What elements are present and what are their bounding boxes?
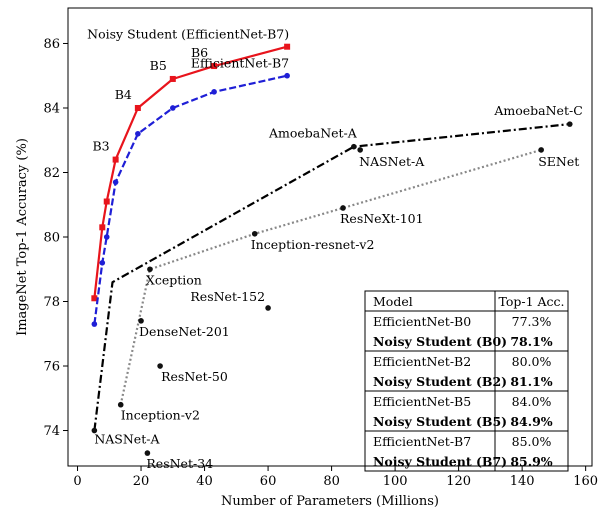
table-header-accuracy: Top-1 Acc. bbox=[498, 294, 564, 309]
y-tick-label: 82 bbox=[43, 166, 60, 181]
series-0-marker bbox=[169, 75, 176, 82]
table-cell-accuracy: 77.3% bbox=[512, 314, 552, 329]
model-point-label: ResNet-34 bbox=[146, 456, 213, 471]
b-variant-label: B5 bbox=[150, 58, 167, 73]
table-cell-model: EfficientNet-B5 bbox=[373, 394, 471, 409]
x-tick-label: 140 bbox=[510, 474, 535, 489]
x-tick-label: 0 bbox=[73, 474, 81, 489]
model-point-label: Xception bbox=[146, 272, 202, 287]
series-0-marker bbox=[99, 224, 106, 231]
series-1-marker bbox=[211, 89, 217, 95]
y-tick-label: 74 bbox=[43, 424, 60, 439]
model-point-marker bbox=[340, 205, 346, 211]
series-0-marker bbox=[103, 198, 110, 205]
series-name-label: Noisy Student (EfficientNet-B7) bbox=[87, 27, 289, 42]
series-0-marker bbox=[211, 63, 218, 70]
series-1-marker bbox=[103, 234, 110, 240]
series-0-marker bbox=[91, 295, 98, 302]
model-point-marker bbox=[157, 363, 163, 369]
x-tick-label: 60 bbox=[260, 474, 277, 489]
x-tick-label: 120 bbox=[446, 474, 471, 489]
table-header-model: Model bbox=[373, 294, 413, 309]
model-point-label: ResNet-152 bbox=[190, 289, 265, 304]
series-0-marker bbox=[284, 43, 291, 50]
series-0-marker bbox=[134, 104, 141, 111]
series-name-label: EfficientNet-B7 bbox=[191, 56, 289, 71]
table-cell-model: Noisy Student (B5) bbox=[373, 414, 507, 429]
table-cell-accuracy: 84.0% bbox=[512, 394, 552, 409]
series-1-marker bbox=[135, 130, 141, 137]
series-1-marker bbox=[284, 72, 290, 79]
model-point-marker bbox=[566, 121, 573, 127]
model-point-label: NASNet-A bbox=[94, 432, 160, 447]
model-point-label: Inception-v2 bbox=[121, 408, 200, 423]
model-point-marker bbox=[144, 450, 151, 456]
b-variant-label: B4 bbox=[115, 87, 132, 102]
y-axis-title: ImageNet Top-1 Accuracy (%) bbox=[15, 138, 30, 336]
table-cell-model: EfficientNet-B0 bbox=[373, 314, 471, 329]
b-variant-label: B3 bbox=[92, 139, 109, 154]
model-point-marker bbox=[251, 230, 258, 237]
model-point-label: SENet bbox=[538, 154, 579, 169]
series-line-2 bbox=[93, 123, 570, 431]
series-0-marker bbox=[112, 156, 119, 163]
x-tick-label: 80 bbox=[323, 474, 340, 489]
table-cell-model: EfficientNet-B2 bbox=[373, 354, 471, 369]
y-tick-label: 86 bbox=[43, 37, 60, 52]
model-points-layer: NASNet-A Xception DenseNet-201 ResNet-152 Re… bbox=[91, 103, 583, 471]
table-cell-model: EfficientNet-B7 bbox=[373, 434, 471, 449]
model-point-marker bbox=[538, 147, 544, 153]
table-cell-accuracy: 80.0% bbox=[512, 354, 552, 369]
y-tick-label: 78 bbox=[43, 295, 60, 310]
model-point-marker bbox=[138, 318, 144, 324]
y-tick-label: 84 bbox=[43, 101, 60, 116]
x-tick-label: 20 bbox=[133, 474, 150, 489]
model-point-label: AmoebaNet-A bbox=[268, 126, 358, 141]
table-cell-accuracy: 81.1% bbox=[510, 374, 552, 389]
model-point-marker bbox=[147, 266, 153, 273]
series-1-marker bbox=[112, 179, 119, 185]
table-cell-model: Noisy Student (B0) bbox=[373, 334, 507, 349]
table-cell-model: Noisy Student (B7) bbox=[373, 454, 507, 469]
x-axis-title: Number of Parameters (Millions) bbox=[221, 494, 439, 509]
x-tick-label: 40 bbox=[196, 474, 213, 489]
table-cell-accuracy: 85.0% bbox=[512, 434, 552, 449]
x-tick-label: 160 bbox=[573, 474, 598, 489]
model-point-label: NASNet-A bbox=[359, 154, 425, 169]
series-line-0 bbox=[93, 45, 288, 299]
model-point-marker bbox=[91, 427, 98, 434]
model-point-label: ResNet-50 bbox=[161, 369, 228, 384]
y-tick-label: 80 bbox=[43, 231, 60, 246]
axes-layer: 0 20 40 60 80 100 120 140 160 74 76 78 80 82 84 86 bbox=[43, 37, 598, 489]
model-point-label: DenseNet-201 bbox=[139, 324, 230, 339]
comparison-table: Model Top-1 Acc. EfficientNet-B0 77.3% Noisy… bbox=[364, 290, 569, 472]
table-cell-accuracy: 84.9% bbox=[510, 414, 552, 429]
model-point-label: ResNeXt-101 bbox=[340, 211, 424, 226]
model-point-marker bbox=[351, 143, 357, 150]
series-line-1 bbox=[93, 74, 288, 325]
b-variant-label: B6 bbox=[191, 45, 208, 60]
table-cell-accuracy: 78.1% bbox=[510, 334, 552, 349]
model-point-marker bbox=[265, 305, 271, 311]
y-tick-label: 76 bbox=[43, 360, 60, 375]
series-1-marker bbox=[99, 260, 106, 266]
x-tick-label: 100 bbox=[383, 474, 408, 489]
table-background bbox=[364, 290, 569, 472]
model-point-label: Inception-resnet-v2 bbox=[251, 237, 375, 252]
series-1-marker bbox=[170, 105, 176, 111]
table-cell-model: Noisy Student (B2) bbox=[373, 374, 507, 389]
table-cell-accuracy: 85.9% bbox=[510, 454, 552, 469]
series-1-marker bbox=[91, 321, 98, 327]
model-point-marker bbox=[117, 401, 124, 408]
model-point-label: AmoebaNet-C bbox=[493, 103, 582, 118]
model-point-marker bbox=[357, 147, 363, 153]
